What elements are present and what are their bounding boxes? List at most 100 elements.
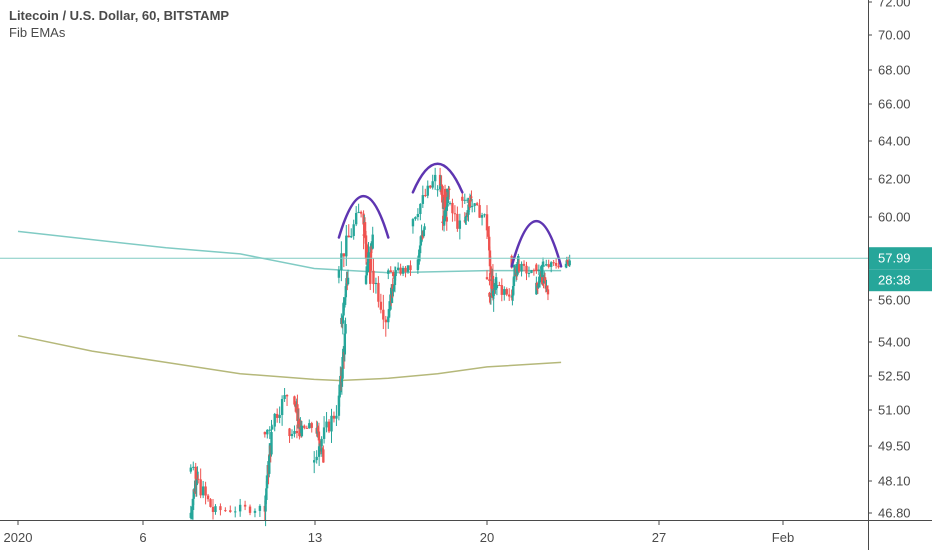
candle[interactable]: [290, 429, 294, 439]
candle[interactable]: [206, 493, 210, 502]
candle[interactable]: [298, 430, 301, 440]
candle[interactable]: [191, 495, 195, 520]
candle[interactable]: [315, 450, 318, 464]
candle[interactable]: [421, 185, 425, 208]
candle[interactable]: [535, 276, 538, 295]
candle[interactable]: [243, 500, 247, 511]
candle[interactable]: [322, 416, 326, 444]
candle[interactable]: [337, 384, 341, 421]
candle[interactable]: [345, 225, 348, 266]
candle[interactable]: [211, 499, 215, 520]
candle[interactable]: [494, 272, 498, 287]
candle[interactable]: [451, 198, 454, 222]
candle[interactable]: [384, 315, 387, 337]
candle[interactable]: [234, 506, 237, 518]
candle[interactable]: [489, 296, 492, 305]
candle[interactable]: [416, 257, 420, 274]
candle[interactable]: [431, 174, 434, 190]
candle[interactable]: [458, 213, 462, 240]
candle[interactable]: [543, 272, 547, 283]
candle[interactable]: [500, 278, 504, 302]
candle[interactable]: [359, 210, 363, 218]
candle[interactable]: [396, 262, 400, 272]
candle[interactable]: [288, 427, 291, 443]
candle[interactable]: [214, 504, 217, 515]
candle[interactable]: [549, 261, 553, 273]
candle[interactable]: [394, 266, 397, 281]
candle[interactable]: [199, 468, 202, 499]
candle[interactable]: [480, 212, 484, 226]
candle[interactable]: [493, 283, 496, 290]
candle[interactable]: [554, 258, 558, 269]
candle[interactable]: [475, 201, 479, 206]
candle[interactable]: [265, 475, 268, 505]
candle[interactable]: [325, 412, 328, 433]
candle[interactable]: [322, 445, 325, 463]
candle[interactable]: [339, 366, 342, 398]
candle[interactable]: [399, 263, 402, 276]
candle[interactable]: [568, 254, 571, 268]
candle[interactable]: [369, 246, 373, 283]
candle[interactable]: [317, 443, 321, 466]
candle[interactable]: [463, 193, 466, 204]
candle[interactable]: [466, 197, 469, 204]
candle[interactable]: [527, 266, 531, 278]
candle[interactable]: [285, 394, 289, 407]
candle[interactable]: [545, 259, 548, 267]
candle[interactable]: [443, 184, 447, 208]
candle[interactable]: [362, 222, 365, 250]
symbol-title[interactable]: Litecoin / U.S. Dollar, 60, BITSTAMP: [9, 8, 230, 23]
candle[interactable]: [491, 289, 495, 300]
candle[interactable]: [448, 201, 452, 206]
candle[interactable]: [473, 202, 476, 213]
candle[interactable]: [265, 479, 269, 500]
candle[interactable]: [275, 408, 279, 423]
candle[interactable]: [530, 269, 533, 274]
candle[interactable]: [404, 266, 407, 278]
candle[interactable]: [347, 224, 350, 238]
candle[interactable]: [557, 260, 560, 269]
candle[interactable]: [478, 199, 481, 218]
candle[interactable]: [270, 419, 273, 457]
candle[interactable]: [483, 213, 486, 218]
candle[interactable]: [564, 263, 568, 269]
candle[interactable]: [423, 223, 426, 236]
candle[interactable]: [372, 258, 375, 293]
candle[interactable]: [196, 466, 199, 486]
candle[interactable]: [552, 259, 555, 267]
candle[interactable]: [442, 210, 446, 232]
candle[interactable]: [489, 256, 492, 277]
candle[interactable]: [190, 506, 193, 520]
candle[interactable]: [512, 264, 516, 270]
candle[interactable]: [522, 260, 526, 272]
candle[interactable]: [263, 431, 267, 438]
candle[interactable]: [338, 390, 341, 407]
candle[interactable]: [470, 190, 473, 202]
candle[interactable]: [271, 424, 274, 430]
candle[interactable]: [280, 395, 284, 426]
candle[interactable]: [224, 507, 227, 512]
candle[interactable]: [488, 273, 491, 286]
candle[interactable]: [346, 269, 350, 286]
candle[interactable]: [209, 498, 212, 508]
candle[interactable]: [485, 270, 489, 280]
candle[interactable]: [305, 425, 309, 429]
candle[interactable]: [505, 287, 508, 297]
candle[interactable]: [387, 301, 391, 318]
candle[interactable]: [342, 297, 345, 317]
candle[interactable]: [364, 230, 368, 265]
candle[interactable]: [364, 266, 368, 286]
candle[interactable]: [391, 278, 394, 298]
candle[interactable]: [512, 268, 516, 295]
candle[interactable]: [273, 412, 276, 432]
candle[interactable]: [229, 505, 232, 513]
candle[interactable]: [453, 205, 457, 222]
candle[interactable]: [461, 190, 464, 208]
candle[interactable]: [470, 198, 474, 213]
candle[interactable]: [426, 180, 429, 199]
candle[interactable]: [278, 406, 281, 424]
candle[interactable]: [367, 242, 370, 273]
candle[interactable]: [330, 408, 333, 443]
candle[interactable]: [344, 283, 348, 305]
